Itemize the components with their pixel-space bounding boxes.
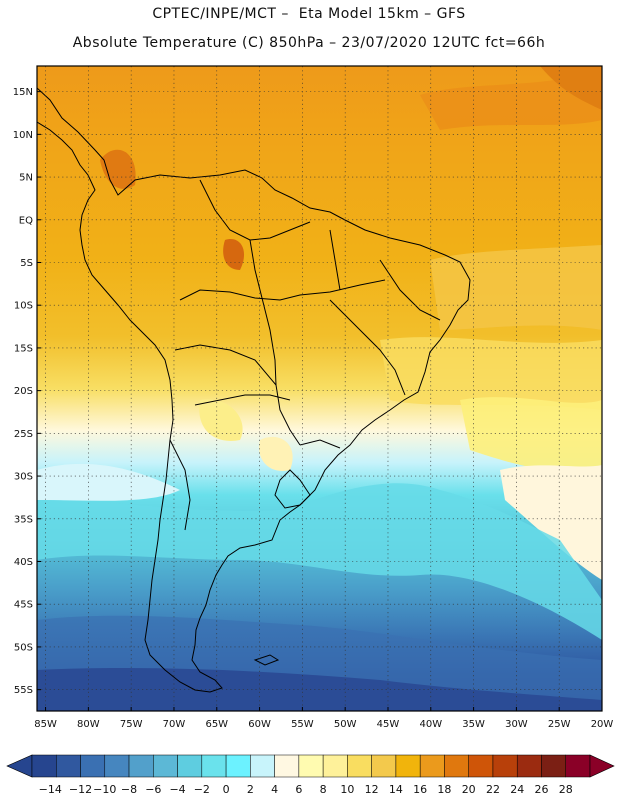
colorbar-label: 4: [271, 783, 278, 796]
lon-label: 30W: [505, 719, 528, 730]
graticule: [37, 66, 602, 711]
lon-label: 70W: [163, 719, 186, 730]
colorbar-swatch: [492, 754, 518, 778]
colorbar-label: −6: [145, 783, 161, 796]
colorbar-swatch: [31, 754, 57, 778]
colorbar-swatch: [201, 754, 227, 778]
lon-label: 20W: [591, 719, 614, 730]
colorbar-swatch: [80, 754, 106, 778]
colorbar-label: 6: [295, 783, 302, 796]
colorbar-label: −12: [69, 783, 92, 796]
lat-label: 15N: [13, 87, 33, 98]
lat-label: 5N: [19, 173, 33, 184]
colorbar-label: −8: [121, 783, 137, 796]
lat-label: EQ: [19, 215, 33, 226]
colorbar-swatch: [371, 754, 397, 778]
lat-label: 55S: [14, 685, 33, 696]
lat-label: 15S: [14, 343, 33, 354]
lon-label: 50W: [334, 719, 357, 730]
colorbar-label: 0: [223, 783, 230, 796]
lat-label: 10S: [14, 301, 33, 312]
colorbar-swatch: [225, 754, 251, 778]
lat-label: 5S: [20, 258, 33, 269]
colorbar-label: 2: [247, 783, 254, 796]
colorbar-swatch: [298, 754, 324, 778]
colorbar-label: 8: [320, 783, 327, 796]
lon-label: 60W: [248, 719, 271, 730]
colorbar-label: 20: [462, 783, 476, 796]
colorbar-label: 12: [365, 783, 379, 796]
colorbar-label: 16: [413, 783, 427, 796]
colorbar-label: −2: [194, 783, 210, 796]
lon-label: 40W: [419, 719, 442, 730]
colorbar-label: 18: [437, 783, 451, 796]
lat-label: 45S: [14, 600, 33, 611]
lon-label: 65W: [205, 719, 228, 730]
lat-label: 10N: [13, 130, 33, 141]
lat-label: 30S: [14, 472, 33, 483]
chart-subtitle: Absolute Temperature (C) 850hPa – 23/07/…: [72, 35, 546, 51]
colorbar-swatch: [177, 754, 203, 778]
map-frame: [36, 65, 603, 712]
colorbar-right-arrow: [589, 754, 615, 778]
lon-label: 75W: [120, 719, 143, 730]
colorbar-swatch: [444, 754, 469, 778]
colorbar-swatch: [128, 754, 154, 778]
colorbar-swatch: [516, 754, 542, 778]
colorbar-swatch: [541, 754, 566, 778]
lat-label: 25S: [14, 429, 33, 440]
colorbar-swatch: [468, 754, 494, 778]
colorbar-left-arrow: [6, 754, 33, 778]
lon-label: 45W: [377, 719, 400, 730]
colorbar-label: 10: [340, 783, 354, 796]
temperature-field: [37, 66, 602, 711]
lat-label: 20S: [14, 386, 33, 397]
colorbar-label: 22: [486, 783, 500, 796]
colorbar-swatch: [274, 754, 300, 778]
colorbar-label: 28: [559, 783, 573, 796]
longitude-labels: 85W 80W 75W 70W 65W 60W 55W 50W 45W 40W 35W 30W 25W 2…: [34, 707, 613, 730]
colorbar-label: 14: [389, 783, 403, 796]
chart-title: CPTEC/INPE/MCT – Eta Model 15km – GFS: [152, 6, 466, 22]
colorbar-label: 26: [534, 783, 548, 796]
colorbar-label: −4: [169, 783, 185, 796]
lat-label: 35S: [14, 514, 33, 525]
colorbar-swatch: [56, 754, 81, 778]
lon-label: 80W: [77, 719, 100, 730]
lon-label: 85W: [34, 719, 57, 730]
colorbar: −14 −12 −10 −8 −6 −4 −2 0 2 4 6 8 10 12 14 16 18 20 22 24 26…: [6, 754, 615, 796]
colorbar-swatch: [104, 754, 130, 778]
coastlines: [37, 87, 471, 693]
colorbar-label: −10: [93, 783, 116, 796]
lon-label: 25W: [548, 719, 571, 730]
colorbar-swatch: [419, 754, 445, 778]
colorbar-swatch: [153, 754, 178, 778]
lat-label: 40S: [14, 557, 33, 568]
lon-label: 35W: [462, 719, 485, 730]
lon-label: 55W: [291, 719, 314, 730]
colorbar-swatch: [347, 754, 372, 778]
latitude-labels: 15N 10N 5N EQ 5S 10S 15S 20S 25S 30S 35S 40S 45S 50S 5…: [13, 87, 41, 696]
lat-label: 50S: [14, 642, 33, 653]
colorbar-label: 24: [510, 783, 524, 796]
colorbar-label: −14: [39, 783, 62, 796]
colorbar-swatch: [565, 754, 591, 778]
colorbar-swatch: [395, 754, 421, 778]
colorbar-swatch: [322, 754, 348, 778]
colorbar-swatch: [250, 754, 275, 778]
